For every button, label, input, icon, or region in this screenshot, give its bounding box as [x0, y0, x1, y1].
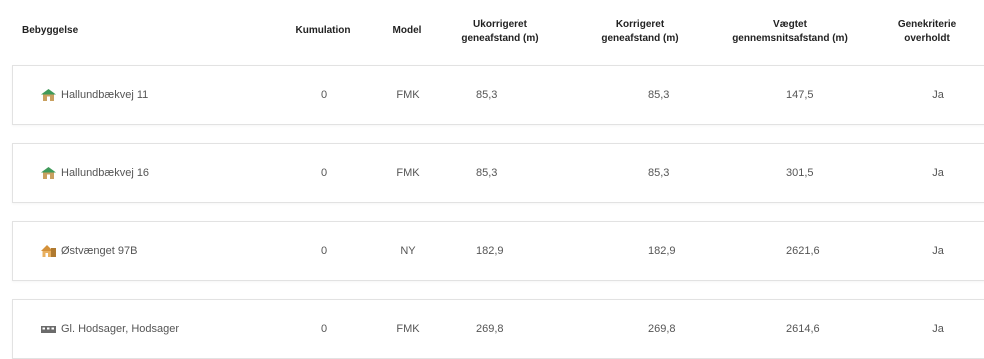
vaegtet-value: 2614,6	[786, 323, 820, 335]
model-value: FMK	[396, 167, 420, 179]
building-cell: Østvænget 97B	[41, 222, 137, 280]
table-row[interactable]: Østvænget 97B 0 NY 182,9 182,9 2621,6 Ja	[12, 221, 984, 281]
model-value: NY	[400, 245, 416, 257]
korrigeret-value: 85,3	[648, 167, 670, 179]
table-row[interactable]: Hallundbækvej 11 0 FMK 85,3 85,3 147,5 J…	[12, 65, 984, 125]
ukorrigeret-value: 85,3	[476, 89, 498, 101]
header-model: Model	[392, 25, 422, 36]
table-row[interactable]: Gl. Hodsager, Hodsager 0 FMK 269,8 269,8…	[12, 299, 984, 359]
table-row[interactable]: Hallundbækvej 16 0 FMK 85,3 85,3 301,5 J…	[12, 143, 984, 203]
building-name: Hallundbækvej 11	[61, 89, 149, 101]
model-value: FMK	[396, 323, 420, 335]
overholdt-value: Ja	[932, 167, 944, 179]
header-ukorrigeret: Ukorrigeret geneafstand (m)	[461, 19, 539, 44]
house-icon	[41, 89, 56, 101]
building-cell: Gl. Hodsager, Hodsager	[41, 300, 179, 358]
town-icon	[41, 323, 56, 335]
model-value: FMK	[396, 89, 420, 101]
cottage-icon	[41, 245, 56, 257]
header-korrigeret: Korrigeret geneafstand (m)	[601, 19, 679, 44]
vaegtet-value: 147,5	[786, 89, 814, 101]
house-icon	[41, 167, 56, 179]
header-vaegtet: Vægtet gennemsnitsafstand (m)	[732, 19, 848, 44]
korrigeret-value: 85,3	[648, 89, 670, 101]
kumulation-value: 0	[320, 245, 328, 257]
building-name: Østvænget 97B	[61, 245, 138, 257]
korrigeret-value: 269,8	[648, 323, 676, 335]
overholdt-value: Ja	[932, 245, 944, 257]
ukorrigeret-value: 269,8	[476, 323, 504, 335]
vaegtet-value: 301,5	[786, 167, 814, 179]
ukorrigeret-value: 182,9	[476, 245, 504, 257]
kumulation-value: 0	[320, 323, 328, 335]
kumulation-value: 0	[320, 89, 328, 101]
building-cell: Hallundbækvej 16	[41, 144, 149, 202]
vaegtet-value: 2621,6	[786, 245, 820, 257]
building-name: Gl. Hodsager, Hodsager	[61, 323, 180, 335]
building-cell: Hallundbækvej 11	[41, 66, 148, 124]
header-kumulation: Kumulation	[295, 25, 351, 36]
ukorrigeret-value: 85,3	[476, 167, 498, 179]
header-bebyggelse: Bebyggelse	[22, 25, 79, 36]
table-header: Bebyggelse Kumulation Model Ukorrigeret …	[0, 0, 984, 58]
overholdt-value: Ja	[932, 323, 944, 335]
kumulation-value: 0	[320, 167, 328, 179]
header-genekriterie: Genekriterie overholdt	[897, 19, 957, 44]
korrigeret-value: 182,9	[648, 245, 676, 257]
overholdt-value: Ja	[932, 89, 944, 101]
building-name: Hallundbækvej 16	[61, 167, 150, 179]
